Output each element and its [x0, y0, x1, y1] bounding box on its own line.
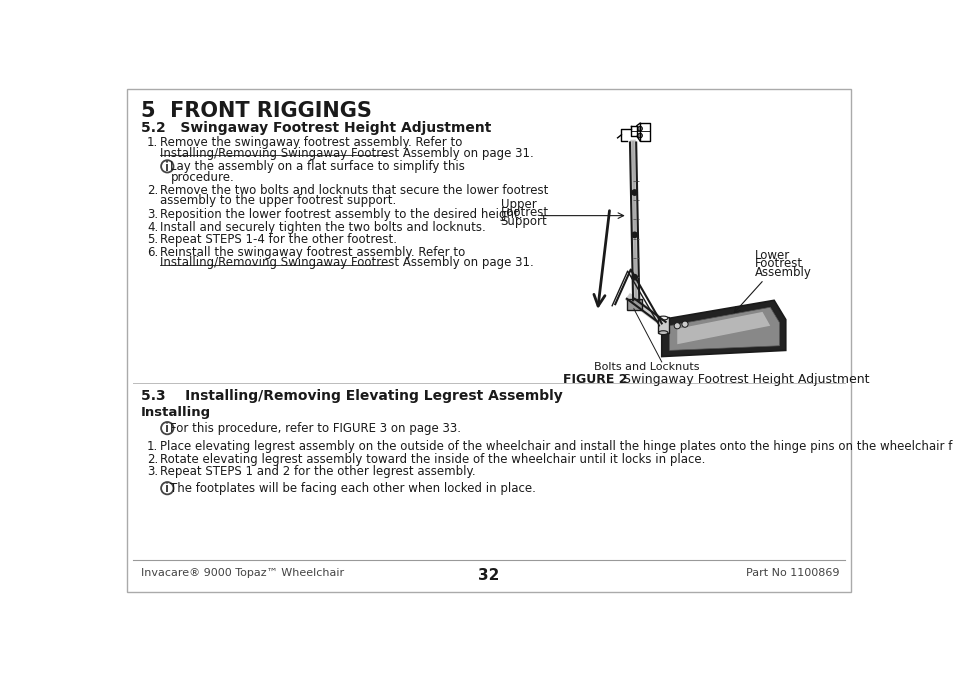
Text: procedure.: procedure. [171, 171, 233, 183]
Text: Rotate elevating legrest assembly toward the inside of the wheelchair until it l: Rotate elevating legrest assembly toward… [159, 453, 704, 466]
Text: i: i [165, 160, 169, 174]
Text: 5.: 5. [147, 233, 158, 246]
Text: Install and securely tighten the two bolts and locknuts.: Install and securely tighten the two bol… [159, 220, 485, 234]
Text: Upper: Upper [500, 198, 536, 211]
Text: Repeat STEPS 1 and 2 for the other legrest assembly.: Repeat STEPS 1 and 2 for the other legre… [159, 466, 475, 479]
Polygon shape [677, 312, 769, 344]
Text: 32: 32 [477, 568, 499, 582]
Text: Reposition the lower footrest assembly to the desired height.: Reposition the lower footrest assembly t… [159, 208, 521, 221]
Text: Invacare® 9000 Topaz™ Wheelchair: Invacare® 9000 Topaz™ Wheelchair [141, 568, 344, 578]
Text: Remove the swingaway footrest assembly. Refer to: Remove the swingaway footrest assembly. … [159, 136, 461, 150]
Text: Assembly: Assembly [754, 266, 811, 278]
Text: 5  FRONT RIGGINGS: 5 FRONT RIGGINGS [141, 101, 372, 121]
Bar [626, 299, 641, 309]
Text: Lower: Lower [754, 249, 789, 262]
Text: 3.: 3. [147, 466, 158, 479]
Text: 3.: 3. [147, 208, 158, 221]
Text: Part No 1100869: Part No 1100869 [745, 568, 840, 578]
Text: 1.: 1. [147, 440, 158, 453]
Text: For this procedure, refer to FIGURE 3 on page 33.: For this procedure, refer to FIGURE 3 on… [171, 422, 461, 435]
Circle shape [631, 232, 637, 237]
Text: Installing/Removing Swingaway Footrest Assembly on page 31.: Installing/Removing Swingaway Footrest A… [159, 256, 533, 270]
Text: 5.3    Installing/Removing Elevating Legrest Assembly: 5.3 Installing/Removing Elevating Legres… [141, 389, 562, 403]
Circle shape [637, 126, 641, 131]
Text: Installing/Removing Swingaway Footrest Assembly on page 31.: Installing/Removing Swingaway Footrest A… [159, 147, 533, 160]
Text: Installing: Installing [141, 406, 211, 419]
Text: Remove the two bolts and locknuts that secure the lower footrest: Remove the two bolts and locknuts that s… [159, 184, 547, 197]
Text: The footplates will be facing each other when locked in place.: The footplates will be facing each other… [171, 482, 536, 495]
Circle shape [681, 321, 687, 328]
Text: Footrest: Footrest [754, 257, 802, 270]
Text: i: i [165, 483, 169, 495]
Text: Bolts and Locknuts: Bolts and Locknuts [593, 362, 699, 372]
Text: Swingaway Footrest Height Adjustment: Swingaway Footrest Height Adjustment [607, 373, 869, 386]
Polygon shape [661, 301, 785, 357]
Text: assembly to the upper footrest support.: assembly to the upper footrest support. [159, 195, 395, 208]
Circle shape [631, 190, 637, 195]
Ellipse shape [658, 331, 667, 334]
Text: Footrest: Footrest [500, 206, 548, 220]
Circle shape [674, 323, 679, 329]
Circle shape [631, 274, 637, 280]
Text: Repeat STEPS 1-4 for the other footrest.: Repeat STEPS 1-4 for the other footrest. [159, 233, 396, 246]
Text: 1.: 1. [147, 136, 158, 150]
Text: Place elevating legrest assembly on the outside of the wheelchair and install th: Place elevating legrest assembly on the … [159, 440, 953, 453]
Text: 2.: 2. [147, 453, 158, 466]
Text: 5.2   Swingaway Footrest Height Adjustment: 5.2 Swingaway Footrest Height Adjustment [141, 121, 491, 135]
Text: 2.: 2. [147, 184, 158, 197]
Polygon shape [669, 307, 779, 350]
Circle shape [637, 133, 641, 138]
Text: 4.: 4. [147, 220, 158, 234]
Bar [658, 317, 669, 333]
Text: Lay the assembly on a flat surface to simplify this: Lay the assembly on a flat surface to si… [171, 160, 465, 173]
Ellipse shape [658, 316, 667, 320]
Text: 6.: 6. [147, 246, 158, 259]
Text: i: i [165, 423, 169, 435]
Text: Reinstall the swingaway footrest assembly. Refer to: Reinstall the swingaway footrest assembl… [159, 246, 464, 259]
Text: Support: Support [500, 215, 547, 228]
Text: FIGURE 2: FIGURE 2 [562, 373, 626, 386]
